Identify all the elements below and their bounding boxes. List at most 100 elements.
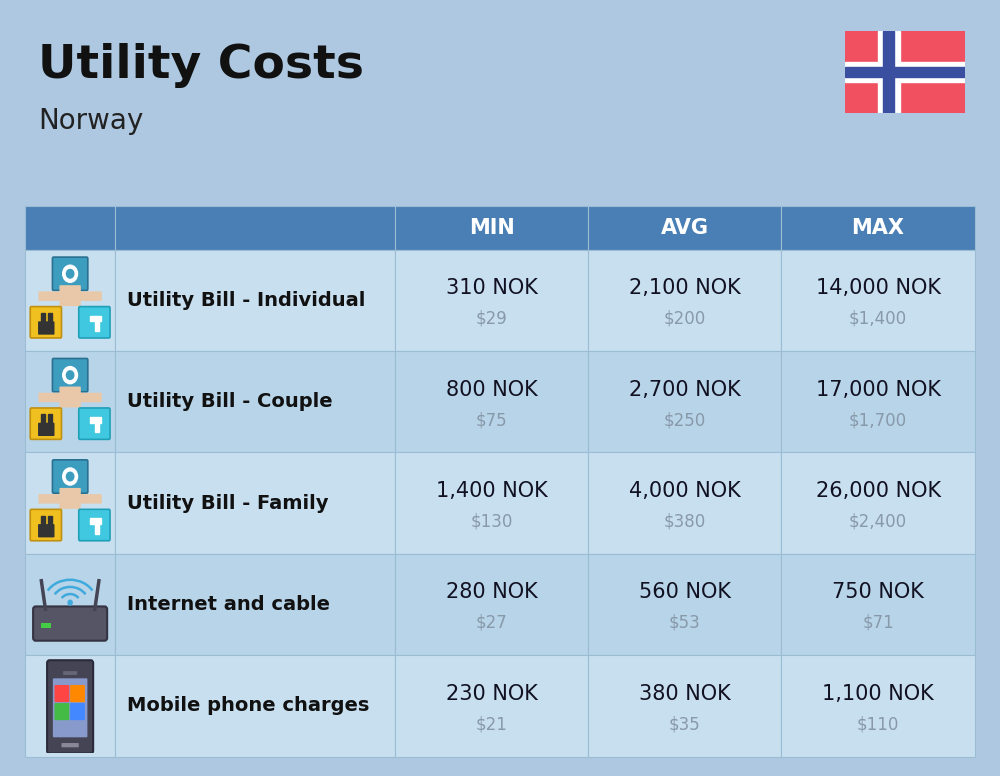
FancyBboxPatch shape <box>781 206 975 250</box>
Bar <box>95 522 99 534</box>
Circle shape <box>66 269 74 278</box>
FancyBboxPatch shape <box>588 206 781 250</box>
Text: 310 NOK: 310 NOK <box>446 279 538 298</box>
Text: 14,000 NOK: 14,000 NOK <box>816 279 941 298</box>
FancyBboxPatch shape <box>59 386 81 407</box>
FancyBboxPatch shape <box>115 206 395 250</box>
FancyBboxPatch shape <box>25 250 115 351</box>
Bar <box>41 515 45 527</box>
Text: 4,000 NOK: 4,000 NOK <box>629 481 741 501</box>
FancyBboxPatch shape <box>38 291 62 301</box>
FancyBboxPatch shape <box>79 509 110 541</box>
FancyBboxPatch shape <box>52 359 88 392</box>
FancyBboxPatch shape <box>38 423 54 436</box>
Bar <box>845 67 965 77</box>
FancyBboxPatch shape <box>395 655 588 757</box>
FancyBboxPatch shape <box>25 351 115 452</box>
Text: Utility Bill - Individual: Utility Bill - Individual <box>127 291 366 310</box>
FancyBboxPatch shape <box>25 206 115 250</box>
Bar <box>90 417 101 423</box>
FancyBboxPatch shape <box>781 250 975 351</box>
FancyBboxPatch shape <box>588 351 781 452</box>
FancyBboxPatch shape <box>30 509 61 541</box>
FancyBboxPatch shape <box>53 678 87 737</box>
Text: 800 NOK: 800 NOK <box>446 379 538 400</box>
FancyBboxPatch shape <box>38 524 54 538</box>
FancyBboxPatch shape <box>395 452 588 554</box>
Bar <box>878 31 900 113</box>
Bar <box>41 313 45 324</box>
FancyBboxPatch shape <box>54 703 69 720</box>
Bar <box>48 313 52 324</box>
Text: 560 NOK: 560 NOK <box>639 582 731 602</box>
FancyBboxPatch shape <box>54 685 69 702</box>
FancyBboxPatch shape <box>25 655 115 757</box>
Text: $380: $380 <box>664 512 706 531</box>
Text: $1,700: $1,700 <box>849 411 907 429</box>
Text: Norway: Norway <box>38 107 143 135</box>
Bar <box>48 515 52 527</box>
Text: AVG: AVG <box>661 218 709 237</box>
Text: $53: $53 <box>669 614 701 632</box>
Circle shape <box>63 468 78 485</box>
Bar <box>95 421 99 432</box>
FancyBboxPatch shape <box>70 685 85 702</box>
FancyBboxPatch shape <box>78 494 102 504</box>
Text: 2,700 NOK: 2,700 NOK <box>629 379 741 400</box>
Text: Utility Bill - Family: Utility Bill - Family <box>127 494 329 513</box>
FancyBboxPatch shape <box>78 291 102 301</box>
Text: 17,000 NOK: 17,000 NOK <box>816 379 941 400</box>
Text: 750 NOK: 750 NOK <box>832 582 924 602</box>
Text: $21: $21 <box>476 715 508 733</box>
Text: Utility Costs: Utility Costs <box>38 43 364 88</box>
FancyBboxPatch shape <box>115 351 395 452</box>
FancyBboxPatch shape <box>47 660 93 753</box>
FancyBboxPatch shape <box>70 703 85 720</box>
FancyBboxPatch shape <box>59 488 81 509</box>
FancyBboxPatch shape <box>395 554 588 655</box>
Text: $35: $35 <box>669 715 701 733</box>
Circle shape <box>66 371 74 379</box>
Bar <box>883 31 894 113</box>
FancyBboxPatch shape <box>115 452 395 554</box>
FancyBboxPatch shape <box>781 452 975 554</box>
FancyBboxPatch shape <box>79 408 110 439</box>
Text: MIN: MIN <box>469 218 515 237</box>
FancyBboxPatch shape <box>38 393 62 402</box>
FancyBboxPatch shape <box>25 554 115 655</box>
Text: MAX: MAX <box>852 218 905 237</box>
FancyBboxPatch shape <box>78 393 102 402</box>
FancyBboxPatch shape <box>588 250 781 351</box>
FancyBboxPatch shape <box>588 655 781 757</box>
FancyBboxPatch shape <box>63 671 77 675</box>
Circle shape <box>63 265 78 282</box>
Circle shape <box>66 473 74 481</box>
FancyBboxPatch shape <box>115 554 395 655</box>
Text: 230 NOK: 230 NOK <box>446 684 538 704</box>
Text: $200: $200 <box>664 310 706 327</box>
FancyBboxPatch shape <box>25 452 115 554</box>
Text: Internet and cable: Internet and cable <box>127 595 330 614</box>
FancyBboxPatch shape <box>30 408 61 439</box>
FancyBboxPatch shape <box>115 250 395 351</box>
Text: 2,100 NOK: 2,100 NOK <box>629 279 741 298</box>
Circle shape <box>63 366 78 383</box>
FancyBboxPatch shape <box>781 554 975 655</box>
Text: $130: $130 <box>471 512 513 531</box>
FancyBboxPatch shape <box>588 554 781 655</box>
FancyBboxPatch shape <box>395 250 588 351</box>
FancyBboxPatch shape <box>781 351 975 452</box>
Bar <box>41 414 45 425</box>
Bar <box>95 320 99 331</box>
Text: $29: $29 <box>476 310 508 327</box>
Text: $250: $250 <box>664 411 706 429</box>
Text: 280 NOK: 280 NOK <box>446 582 538 602</box>
FancyBboxPatch shape <box>59 285 81 306</box>
Bar <box>90 316 101 321</box>
Text: $75: $75 <box>476 411 508 429</box>
FancyBboxPatch shape <box>79 307 110 338</box>
Text: 1,400 NOK: 1,400 NOK <box>436 481 548 501</box>
FancyBboxPatch shape <box>781 655 975 757</box>
Text: 380 NOK: 380 NOK <box>639 684 731 704</box>
Text: Mobile phone charges: Mobile phone charges <box>127 696 370 715</box>
